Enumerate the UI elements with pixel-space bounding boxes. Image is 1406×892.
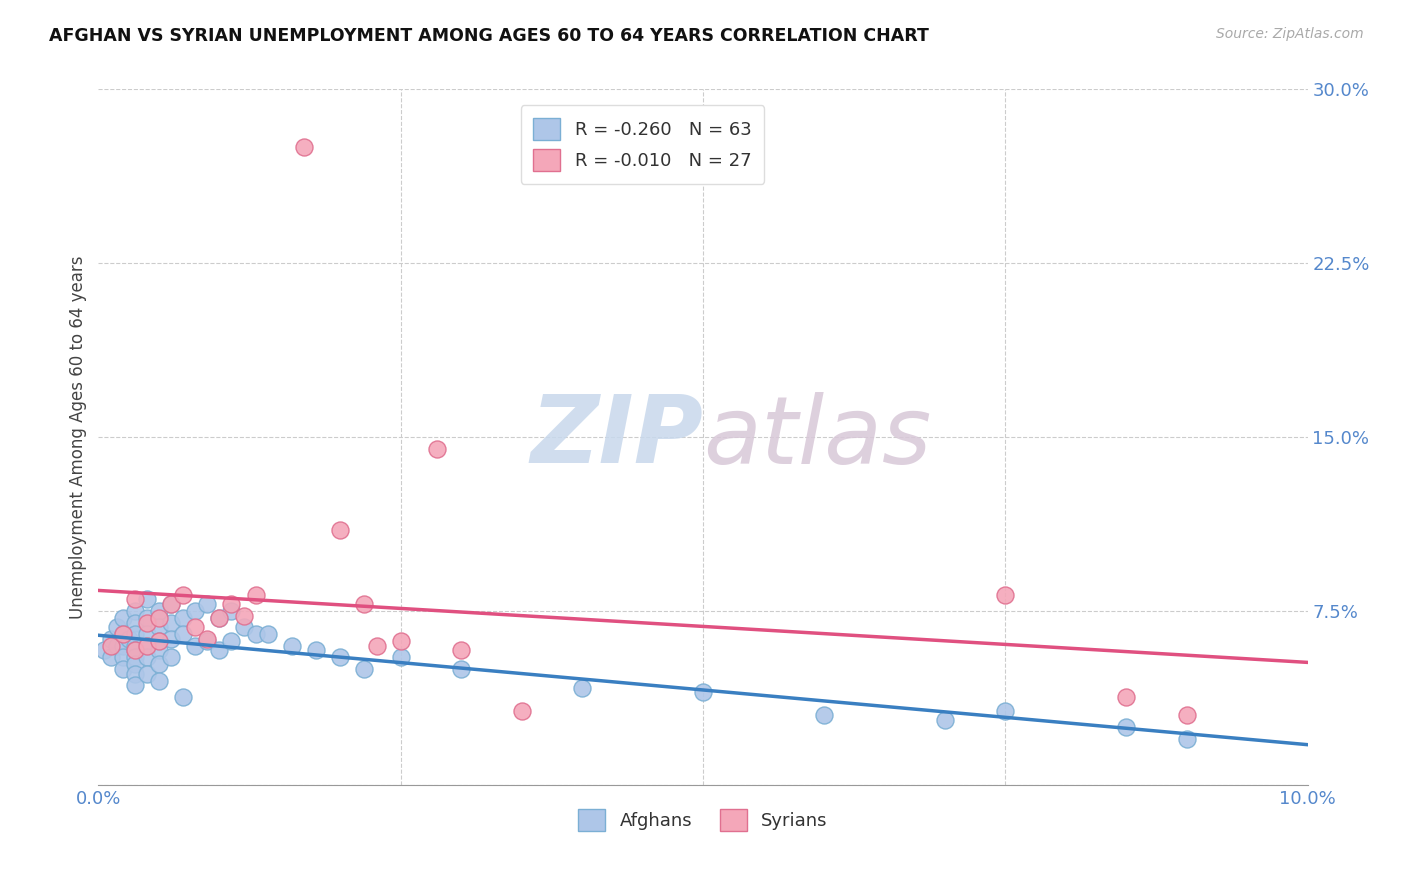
Point bbox=[934, 713, 956, 727]
Point bbox=[135, 615, 157, 630]
Y-axis label: Unemployment Among Ages 60 to 64 years: Unemployment Among Ages 60 to 64 years bbox=[69, 255, 87, 619]
Point bbox=[135, 639, 157, 653]
Point bbox=[135, 611, 157, 625]
Point bbox=[221, 634, 243, 648]
Point bbox=[148, 634, 170, 648]
Point bbox=[124, 639, 146, 653]
Point bbox=[111, 627, 134, 641]
Point bbox=[105, 620, 128, 634]
Point bbox=[571, 681, 593, 695]
Point bbox=[111, 650, 134, 665]
Point bbox=[1175, 708, 1198, 723]
Point bbox=[124, 604, 146, 618]
Point bbox=[124, 657, 146, 672]
Point bbox=[172, 627, 194, 641]
Legend: Afghans, Syrians: Afghans, Syrians bbox=[571, 802, 835, 838]
Point bbox=[1115, 720, 1137, 734]
Point bbox=[100, 650, 122, 665]
Point bbox=[366, 639, 388, 653]
Point bbox=[148, 634, 170, 648]
Point bbox=[124, 666, 146, 681]
Point bbox=[232, 620, 254, 634]
Point bbox=[1115, 690, 1137, 704]
Point bbox=[232, 608, 254, 623]
Point bbox=[184, 620, 207, 634]
Point bbox=[135, 592, 157, 607]
Point bbox=[148, 611, 170, 625]
Point bbox=[148, 620, 170, 634]
Point bbox=[172, 588, 194, 602]
Point bbox=[111, 639, 134, 653]
Point bbox=[100, 639, 122, 653]
Point bbox=[160, 632, 183, 646]
Point bbox=[450, 643, 472, 657]
Text: ZIP: ZIP bbox=[530, 391, 703, 483]
Point bbox=[281, 639, 304, 653]
Point bbox=[172, 611, 194, 625]
Text: Source: ZipAtlas.com: Source: ZipAtlas.com bbox=[1216, 27, 1364, 41]
Text: AFGHAN VS SYRIAN UNEMPLOYMENT AMONG AGES 60 TO 64 YEARS CORRELATION CHART: AFGHAN VS SYRIAN UNEMPLOYMENT AMONG AGES… bbox=[49, 27, 929, 45]
Point bbox=[389, 650, 412, 665]
Point bbox=[195, 597, 218, 611]
Point bbox=[195, 632, 218, 646]
Point bbox=[245, 627, 267, 641]
Point bbox=[450, 662, 472, 676]
Point bbox=[389, 634, 412, 648]
Point bbox=[148, 657, 170, 672]
Point bbox=[208, 611, 231, 625]
Point bbox=[111, 662, 134, 676]
Point bbox=[160, 597, 183, 611]
Point bbox=[245, 588, 267, 602]
Point bbox=[124, 650, 146, 665]
Point bbox=[148, 604, 170, 618]
Point bbox=[124, 678, 146, 692]
Point bbox=[184, 639, 207, 653]
Point bbox=[510, 704, 533, 718]
Point bbox=[208, 643, 231, 657]
Point bbox=[135, 639, 157, 653]
Point bbox=[124, 643, 146, 657]
Text: atlas: atlas bbox=[703, 392, 931, 483]
Point bbox=[111, 627, 134, 641]
Point bbox=[221, 604, 243, 618]
Point bbox=[256, 627, 278, 641]
Point bbox=[426, 442, 449, 456]
Point bbox=[692, 685, 714, 699]
Point bbox=[124, 592, 146, 607]
Point bbox=[994, 704, 1017, 718]
Point bbox=[994, 588, 1017, 602]
Point bbox=[160, 650, 183, 665]
Point bbox=[305, 643, 328, 657]
Point bbox=[111, 611, 134, 625]
Point bbox=[184, 604, 207, 618]
Point bbox=[160, 597, 183, 611]
Point bbox=[329, 523, 352, 537]
Point bbox=[148, 673, 170, 688]
Point bbox=[353, 662, 375, 676]
Point bbox=[148, 643, 170, 657]
Point bbox=[118, 632, 141, 646]
Point bbox=[1175, 731, 1198, 746]
Point bbox=[135, 627, 157, 641]
Point bbox=[124, 627, 146, 641]
Point bbox=[100, 632, 122, 646]
Point bbox=[124, 615, 146, 630]
Point bbox=[221, 597, 243, 611]
Point bbox=[195, 634, 218, 648]
Point bbox=[292, 140, 315, 154]
Point bbox=[208, 611, 231, 625]
Point bbox=[93, 643, 115, 657]
Point bbox=[329, 650, 352, 665]
Point bbox=[813, 708, 835, 723]
Point bbox=[135, 666, 157, 681]
Point bbox=[160, 615, 183, 630]
Point bbox=[105, 639, 128, 653]
Point bbox=[124, 643, 146, 657]
Point bbox=[172, 690, 194, 704]
Point bbox=[135, 650, 157, 665]
Point bbox=[353, 597, 375, 611]
